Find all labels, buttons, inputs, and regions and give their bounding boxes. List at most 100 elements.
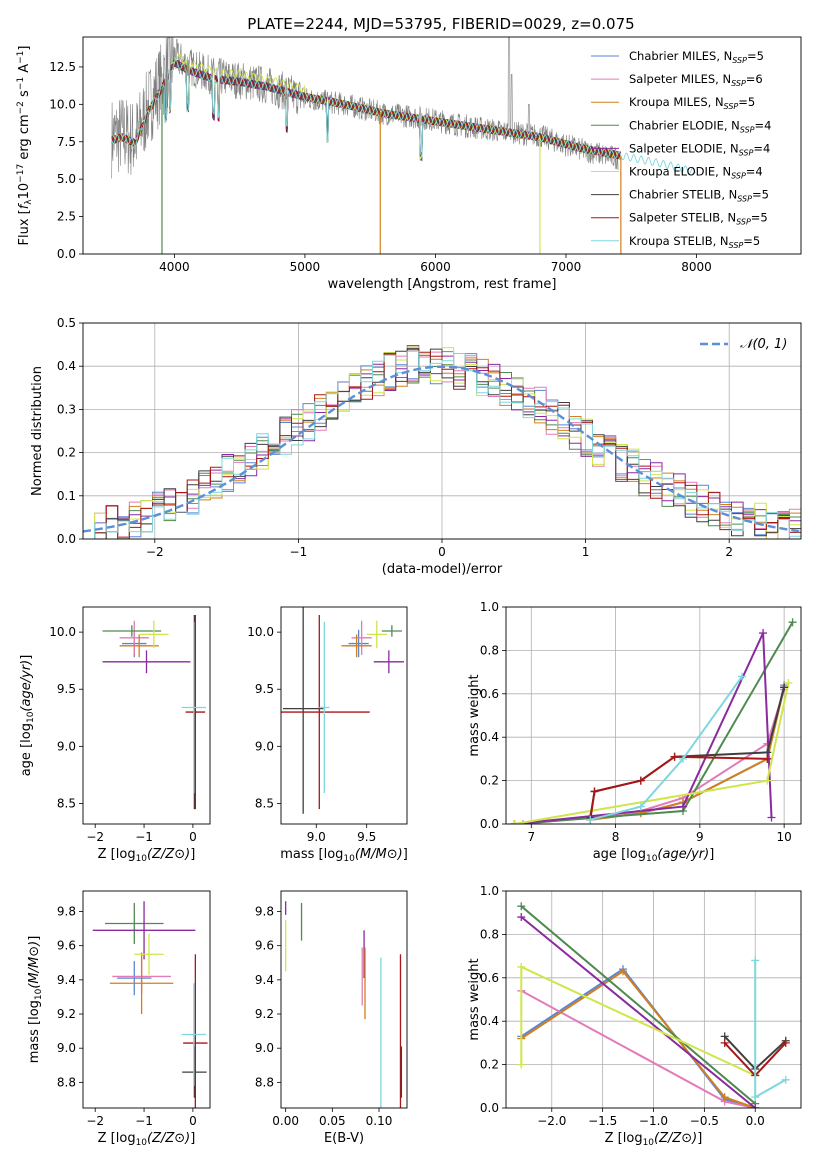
axes-frame bbox=[280, 890, 408, 1109]
y-tick-label: 10.0 bbox=[49, 625, 76, 639]
x-tick-label: −2 bbox=[86, 1114, 104, 1128]
mass-weight-vs-metallicity-panel: −2.0 −1.5 −1.0 −0.5 0.0 0.0 0.2 0.4 0.6 0.8 1.0 Z [… bbox=[467, 884, 802, 1148]
model-line-salpeter-stelib bbox=[111, 60, 622, 160]
x-tick-label: −2.0 bbox=[537, 1114, 566, 1128]
mass-weight-line-salpeter-miles bbox=[522, 689, 786, 824]
legend-label: Kroupa STELIB, NSSP=5 bbox=[629, 234, 760, 250]
plus-marker bbox=[720, 1093, 729, 1102]
y-axis-label: mass weight bbox=[467, 958, 482, 1040]
axes-frame bbox=[82, 890, 211, 1109]
y-tick-label: 9.2 bbox=[57, 1007, 76, 1021]
y-axis-label: mass weight bbox=[467, 674, 482, 756]
y-tick-label: 0.4 bbox=[480, 730, 499, 744]
y-tick-label: 9.5 bbox=[57, 682, 76, 696]
plus-marker bbox=[763, 776, 772, 785]
axes-frame bbox=[505, 606, 802, 825]
x-tick-label: 0 bbox=[189, 1114, 197, 1128]
plus-marker bbox=[781, 1038, 790, 1047]
y-tick-label: 8.5 bbox=[57, 796, 76, 810]
plus-marker bbox=[586, 815, 595, 824]
y-tick-label: 0.6 bbox=[480, 687, 499, 701]
x-tick-label: 9 bbox=[696, 830, 704, 844]
plus-marker bbox=[517, 1060, 526, 1069]
residual-histogram-panel: −2 −1 0 1 2 0.0 0.1 0.2 0.3 0.4 0.5 (data-model)/er… bbox=[30, 316, 802, 577]
plot-area bbox=[285, 901, 403, 1108]
x-tick-label: 1 bbox=[582, 545, 590, 559]
y-tick-label: 9.0 bbox=[255, 1041, 274, 1055]
y-tick-label: 0.5 bbox=[57, 316, 76, 330]
x-axis-label: (data-model)/error bbox=[382, 562, 503, 577]
y-tick-label: 9.8 bbox=[255, 905, 274, 919]
x-tick-label: 8 bbox=[612, 830, 620, 844]
x-tick-label: −0.5 bbox=[690, 1114, 719, 1128]
age-vs-metallicity-panel: −2 −1 0 8.5 9.0 9.5 10.0 Z [log10(Z/Z⊙)] age [lo… bbox=[19, 606, 211, 864]
axes-frame bbox=[82, 322, 802, 540]
plot-area bbox=[281, 607, 404, 814]
age-vs-mass-panel: 9.0 9.5 8.5 9.0 9.5 10.0 mass [log10(M/M⊙)] bbox=[247, 606, 408, 864]
plus-marker bbox=[510, 820, 519, 824]
x-axis-label: Z [log10(Z/Z⊙)] bbox=[605, 1131, 703, 1148]
y-axis-label: Normed distribution bbox=[30, 366, 45, 496]
plot-area bbox=[92, 901, 208, 1108]
y-tick-label: 9.0 bbox=[57, 739, 76, 753]
mass-weight-line-chabrier-elodie bbox=[520, 905, 756, 1105]
axes-frame bbox=[280, 606, 408, 825]
y-tick-label: 0.1 bbox=[57, 489, 76, 503]
y-tick-label: 2.5 bbox=[57, 210, 76, 224]
plus-marker bbox=[763, 754, 772, 763]
y-axis-label: Flux [fλ10−17 erg cm−2 s−1 A−1] bbox=[16, 46, 34, 246]
legend-label: Chabrier MILES, NSSP=5 bbox=[629, 49, 764, 65]
x-tick-label: 0.0 bbox=[746, 1114, 765, 1128]
x-tick-label: −1 bbox=[135, 1114, 153, 1128]
y-tick-label: 12.5 bbox=[49, 60, 76, 74]
y-tick-label: 9.6 bbox=[57, 939, 76, 953]
plot-area bbox=[510, 618, 797, 824]
y-tick-label: 9.4 bbox=[255, 973, 274, 987]
y-axis-label: age [log10(age/yr)] bbox=[19, 655, 36, 777]
spectrum-panel: 4000 5000 6000 7000 8000 0.0 2.5 5.0 7.5 10.0 12.5… bbox=[16, 36, 802, 292]
y-tick-label: 0.0 bbox=[57, 247, 76, 261]
legend-label: Chabrier STELIB, NSSP=5 bbox=[629, 188, 769, 204]
axes-frame bbox=[82, 36, 802, 255]
y-tick-label: 9.8 bbox=[57, 905, 76, 919]
x-axis-label: age [log10(age/yr)] bbox=[593, 847, 715, 864]
y-tick-label: 0.4 bbox=[480, 1014, 499, 1028]
legend-label: Kroupa ELODIE, NSSP=4 bbox=[629, 165, 763, 181]
mass-vs-metallicity-panel: −2 −1 0 8.8 9.0 9.2 9.4 9.6 9.8 Z [log10(Z/Z⊙)] ma… bbox=[27, 890, 211, 1148]
y-tick-label: 0.0 bbox=[480, 1101, 499, 1115]
x-tick-label: −1 bbox=[135, 830, 153, 844]
plus-marker bbox=[759, 629, 768, 638]
plus-marker bbox=[720, 1038, 729, 1047]
x-tick-label: 9.5 bbox=[357, 830, 376, 844]
plus-marker bbox=[751, 956, 760, 965]
plus-marker bbox=[518, 820, 527, 824]
x-tick-label: −1.5 bbox=[588, 1114, 617, 1128]
y-tick-label: 9.6 bbox=[255, 939, 274, 953]
plus-marker bbox=[781, 1075, 790, 1084]
x-tick-label: −1 bbox=[290, 545, 308, 559]
x-tick-label: 0 bbox=[438, 545, 446, 559]
legend-label: Salpeter ELODIE, NSSP=4 bbox=[629, 141, 770, 157]
x-axis-label: mass [log10(M/M⊙)] bbox=[280, 847, 408, 864]
x-tick-label: 5000 bbox=[290, 260, 321, 274]
plus-marker bbox=[738, 672, 746, 681]
legend-label: Kroupa MILES, NSSP=5 bbox=[629, 95, 755, 111]
model-line-salpeter-elodie bbox=[111, 58, 622, 161]
plus-marker bbox=[670, 752, 679, 761]
plus-marker bbox=[767, 813, 776, 822]
mass-weight-vs-age-panel: 7 8 9 10 0.0 0.2 0.4 0.6 0.8 1.0 age [log10(age/yr… bbox=[467, 600, 802, 864]
x-tick-label: −2 bbox=[86, 830, 104, 844]
plus-marker bbox=[751, 1093, 760, 1102]
plus-marker bbox=[751, 1104, 760, 1108]
y-tick-label: 0.4 bbox=[57, 359, 76, 373]
plus-marker bbox=[517, 962, 526, 971]
plus-marker bbox=[618, 967, 627, 976]
legend-label: 𝒩(0, 1) bbox=[740, 337, 787, 352]
y-tick-label: 9.5 bbox=[255, 682, 274, 696]
y-tick-label: 8.8 bbox=[255, 1075, 274, 1089]
plus-marker bbox=[590, 787, 599, 796]
mass-weight-line-kroupa-miles bbox=[520, 969, 756, 1108]
y-tick-label: 5.0 bbox=[57, 172, 76, 186]
y-axis-label: mass [log10(M/M⊙)] bbox=[27, 936, 44, 1064]
